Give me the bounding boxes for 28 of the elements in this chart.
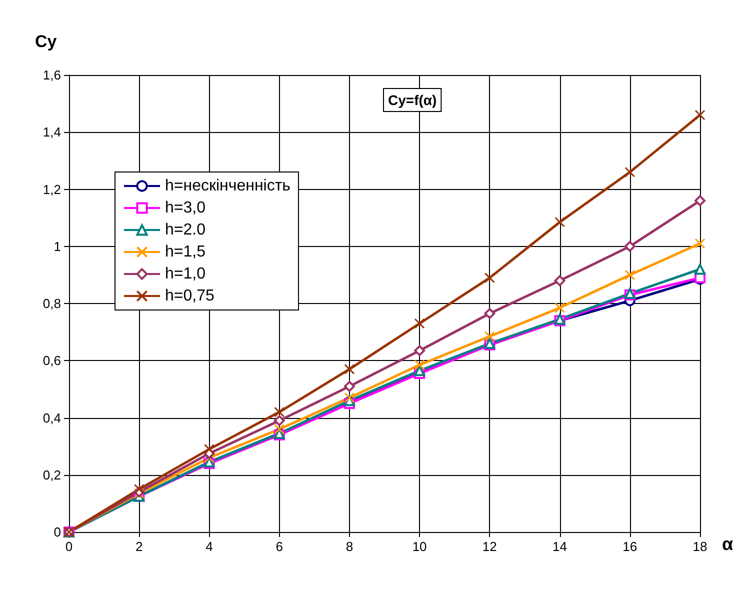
y-tick-label: 0,8 [42, 296, 61, 311]
x-tick-label: 14 [552, 539, 568, 554]
x-tick-label: 2 [135, 539, 143, 554]
legend-label: h=0,75 [165, 288, 214, 304]
y-tick-label: 1 [54, 238, 61, 254]
x-axis-title: α [722, 534, 734, 554]
legend-label: h=1,0 [165, 266, 206, 282]
x-tick-label: 16 [622, 539, 638, 554]
y-tick-label: 0,6 [42, 353, 61, 368]
y-tick-label: 0 [54, 524, 61, 540]
y-tick-label: 1,6 [42, 68, 61, 82]
y-tick-label: 1,4 [42, 124, 61, 140]
x-tick-label: 6 [276, 539, 283, 554]
y-tick-label: 0,2 [42, 467, 61, 482]
legend-label: h=нескінченність [165, 178, 290, 194]
x-tick-label: 12 [482, 539, 497, 554]
legend-label: h=1,5 [165, 244, 206, 260]
y-axis-title: Cy [35, 32, 58, 51]
x-tick-label: 8 [346, 539, 354, 554]
y-tick-label: 0,4 [42, 410, 61, 426]
x-tick-label: 10 [412, 539, 427, 554]
x-tick-label: 18 [692, 539, 708, 554]
y-tick-label: 1,2 [42, 182, 61, 197]
legend-label: h=2.0 [165, 222, 206, 238]
annotation: Cy=f(α) [388, 92, 437, 108]
x-tick-label: 4 [206, 539, 213, 554]
legend-label: h=3,0 [165, 200, 206, 216]
x-tick-label: 0 [65, 539, 73, 554]
